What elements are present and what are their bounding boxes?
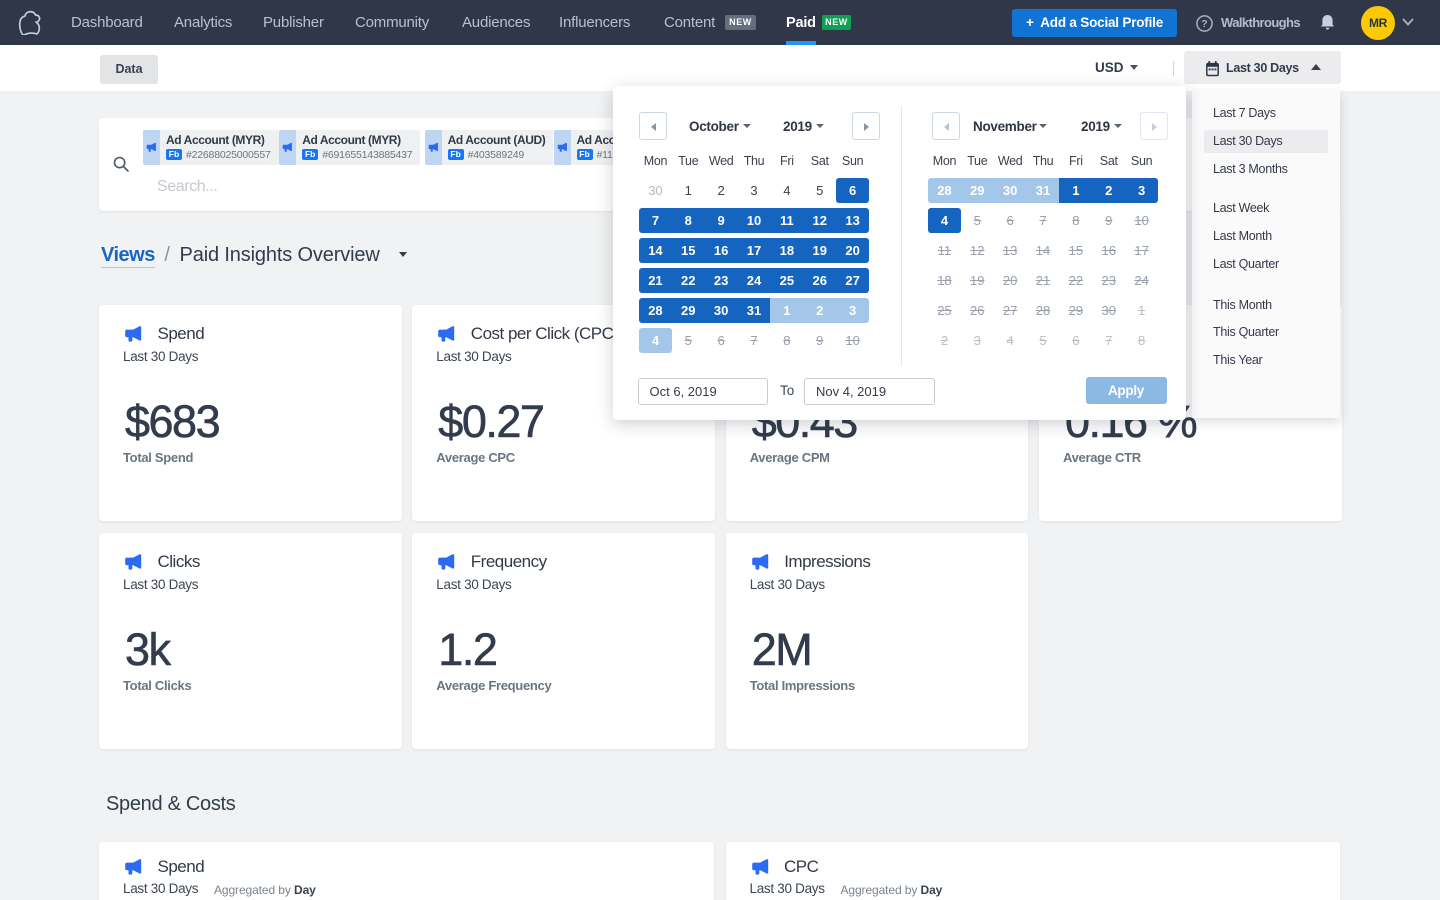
svg-text:?: ? [1201, 18, 1207, 30]
